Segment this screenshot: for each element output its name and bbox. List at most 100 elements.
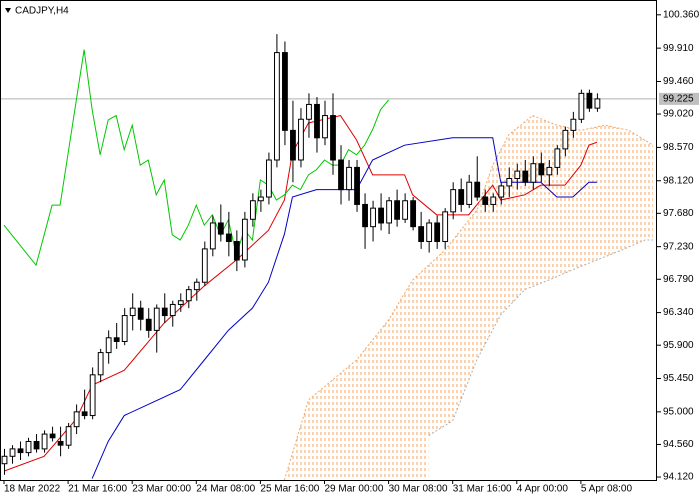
candle-body bbox=[65, 426, 72, 446]
x-tick-label: 4 Apr 00:00 bbox=[517, 484, 569, 495]
candle-body bbox=[161, 307, 168, 317]
candle-body bbox=[145, 318, 152, 331]
x-tick-label: 18 Mar 2022 bbox=[4, 484, 61, 495]
candle-body bbox=[257, 196, 264, 202]
candle-body bbox=[378, 207, 384, 224]
candle-body bbox=[386, 200, 392, 224]
candle-body bbox=[362, 203, 368, 228]
plot-area bbox=[0, 34, 657, 480]
candle-body bbox=[474, 181, 481, 198]
candle-body bbox=[217, 222, 224, 235]
candle-body bbox=[586, 92, 593, 109]
candle-body bbox=[570, 118, 577, 131]
cloud-fill bbox=[284, 115, 653, 480]
candle-body bbox=[185, 289, 192, 302]
x-tick-label: 23 Mar 00:00 bbox=[132, 484, 191, 495]
last-price-box bbox=[659, 92, 699, 105]
x-tick-label: 29 Mar 00:00 bbox=[324, 484, 383, 495]
candle-body bbox=[442, 211, 449, 242]
chart-title: CADJPY,H4 bbox=[15, 6, 69, 17]
candle-body bbox=[394, 200, 401, 220]
candle-body bbox=[33, 440, 40, 450]
candle-body bbox=[105, 337, 112, 354]
candle-body bbox=[338, 159, 344, 191]
candle-body bbox=[458, 189, 465, 205]
y-tick-label: 96.340 bbox=[663, 307, 694, 318]
candle-body bbox=[129, 307, 136, 317]
indicator-line bbox=[428, 239, 653, 436]
candle-body bbox=[201, 248, 208, 283]
candle-body bbox=[306, 103, 312, 120]
candle-body bbox=[89, 374, 96, 417]
candle-body bbox=[137, 307, 144, 320]
candle-body bbox=[282, 52, 288, 131]
candle-body bbox=[298, 118, 304, 161]
candle-body bbox=[73, 411, 80, 428]
candle-body bbox=[25, 440, 32, 454]
candle-body bbox=[17, 448, 24, 454]
candle-body bbox=[249, 200, 256, 220]
candle-body bbox=[522, 170, 529, 183]
candle-body bbox=[354, 166, 360, 205]
y-tick-label: 97.230 bbox=[663, 241, 694, 252]
candle-body bbox=[346, 166, 352, 191]
x-tick-label: 25 Mar 16:00 bbox=[260, 484, 319, 495]
y-tick-label: 96.790 bbox=[663, 274, 694, 285]
candle-body bbox=[290, 129, 296, 161]
candle-body bbox=[546, 166, 553, 176]
y-tick-label: 99.020 bbox=[663, 109, 694, 120]
candle-body bbox=[1, 455, 8, 465]
indicator-line bbox=[3, 114, 598, 472]
candle-body bbox=[578, 92, 585, 120]
candle-body bbox=[434, 222, 441, 242]
candle-body bbox=[466, 181, 473, 205]
y-tick-label: 98.570 bbox=[663, 142, 694, 153]
candle-body bbox=[169, 303, 176, 317]
x-tick-label: 30 Mar 08:00 bbox=[389, 484, 448, 495]
y-tick-label: 95.450 bbox=[663, 373, 694, 384]
candle-body bbox=[113, 337, 120, 342]
candle-body bbox=[241, 218, 248, 261]
candle-body bbox=[514, 170, 521, 180]
candle-body bbox=[209, 222, 216, 250]
x-tick-label: 5 Apr 08:00 bbox=[581, 484, 633, 495]
x-tick-label: 24 Mar 08:00 bbox=[196, 484, 255, 495]
last-price-label: 99.225 bbox=[663, 94, 694, 105]
y-tick-label: 94.560 bbox=[663, 439, 694, 450]
candle-body bbox=[314, 103, 320, 139]
indicator-line bbox=[3, 49, 389, 267]
candle-body bbox=[402, 200, 409, 220]
x-tick-label: 31 Mar 16:00 bbox=[453, 484, 512, 495]
candle-body bbox=[177, 300, 184, 305]
y-tick-label: 99.910 bbox=[663, 43, 694, 54]
candle-body bbox=[233, 240, 240, 261]
candle-body bbox=[322, 115, 328, 139]
indicator-line bbox=[91, 137, 597, 479]
y-tick-label: 99.460 bbox=[663, 76, 694, 87]
candle-body bbox=[41, 433, 48, 450]
candle-body bbox=[482, 196, 489, 205]
y-tick-label: 95.900 bbox=[663, 340, 694, 351]
candle-body bbox=[225, 233, 232, 242]
candle-body bbox=[554, 148, 561, 168]
y-tick-label: 95.000 bbox=[663, 406, 694, 417]
y-tick-label: 98.120 bbox=[663, 175, 694, 186]
candle-body bbox=[426, 222, 433, 242]
candle-body bbox=[370, 207, 376, 228]
y-tick-label: 97.680 bbox=[663, 208, 694, 219]
candle-body bbox=[81, 411, 88, 417]
candle-body bbox=[266, 159, 272, 198]
x-tick-label: 21 Mar 16:00 bbox=[68, 484, 127, 495]
candle-body bbox=[538, 163, 545, 176]
candle-body bbox=[594, 98, 601, 109]
candle-body bbox=[274, 52, 280, 161]
candle-body bbox=[121, 315, 128, 342]
candle-body bbox=[418, 226, 425, 242]
candle-body bbox=[57, 440, 64, 446]
candle-body bbox=[530, 163, 537, 183]
candle-body bbox=[450, 189, 457, 213]
candle-body bbox=[193, 281, 200, 291]
y-tick-label: 94.120 bbox=[663, 472, 694, 483]
